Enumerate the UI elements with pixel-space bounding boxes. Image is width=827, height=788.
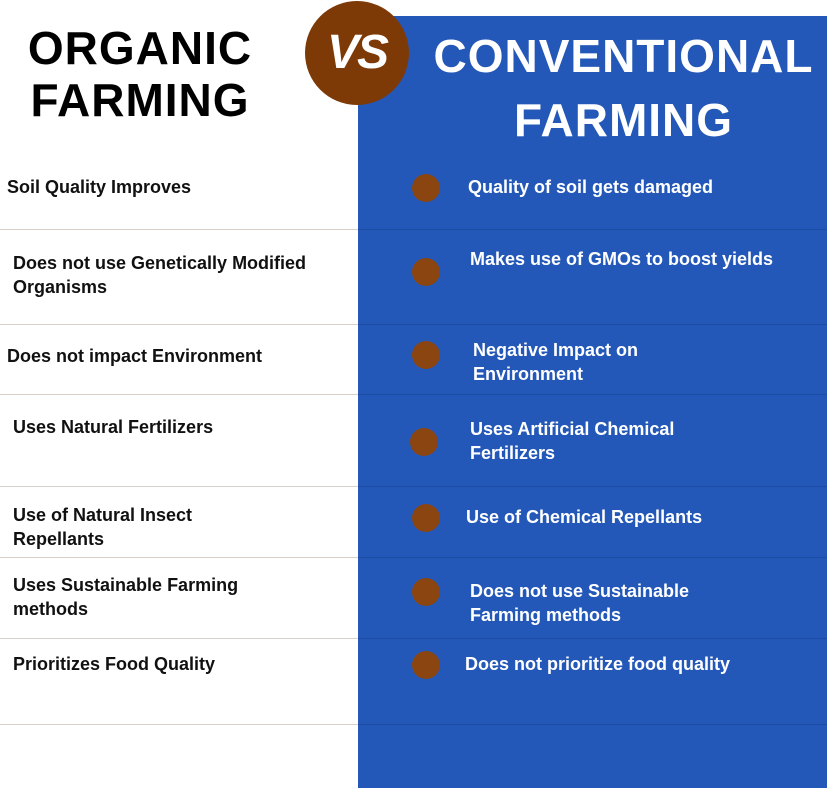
bullet-icon [410,428,438,456]
organic-point-food-quality: Prioritizes Food Quality [13,654,216,674]
bullet-icon [412,174,440,202]
row-divider [0,486,358,487]
row-divider [358,724,827,725]
conventional-point-soil: Quality of soil gets damaged [468,177,714,197]
row-divider [0,638,358,639]
organic-title: ORGANIC FARMING [27,22,253,126]
organic-point-environment: Does not impact Environment [7,346,263,366]
conventional-point-environment: Negative Impact on Environment [473,340,639,384]
conventional-point-sustainable: Does not use Sustainable Farming methods [470,581,690,625]
bullet-icon [412,504,440,532]
organic-point-fertilizers: Uses Natural Fertilizers [13,417,214,437]
conventional-point-fertilizers: Uses Artificial Chemical Fertilizers [470,419,675,463]
row-divider [358,394,827,395]
row-divider [0,724,358,725]
organic-point-soil: Soil Quality Improves [7,177,192,197]
row-divider [0,557,358,558]
row-divider [358,638,827,639]
organic-point-gmo: Does not use Genetically Modified Organi… [13,253,307,297]
row-divider [358,557,827,558]
row-divider [0,324,358,325]
vs-badge: VS [305,1,409,105]
bullet-icon [412,341,440,369]
row-divider [358,324,827,325]
row-divider [358,229,827,230]
row-divider [0,229,358,230]
bullet-icon [412,651,440,679]
organic-point-sustainable: Uses Sustainable Farming methods [13,575,239,619]
row-divider [0,394,358,395]
organic-point-repellants: Use of Natural Insect Repellants [13,505,193,549]
conventional-point-food-quality: Does not prioritize food quality [465,654,730,674]
bullet-icon [412,578,440,606]
bullet-icon [412,258,440,286]
conventional-point-gmo: Makes use of GMOs to boost yields [470,249,774,269]
conventional-point-repellants: Use of Chemical Repellants [466,507,703,527]
row-divider [358,486,827,487]
conventional-title: CONVENTIONAL FARMING [433,30,814,146]
